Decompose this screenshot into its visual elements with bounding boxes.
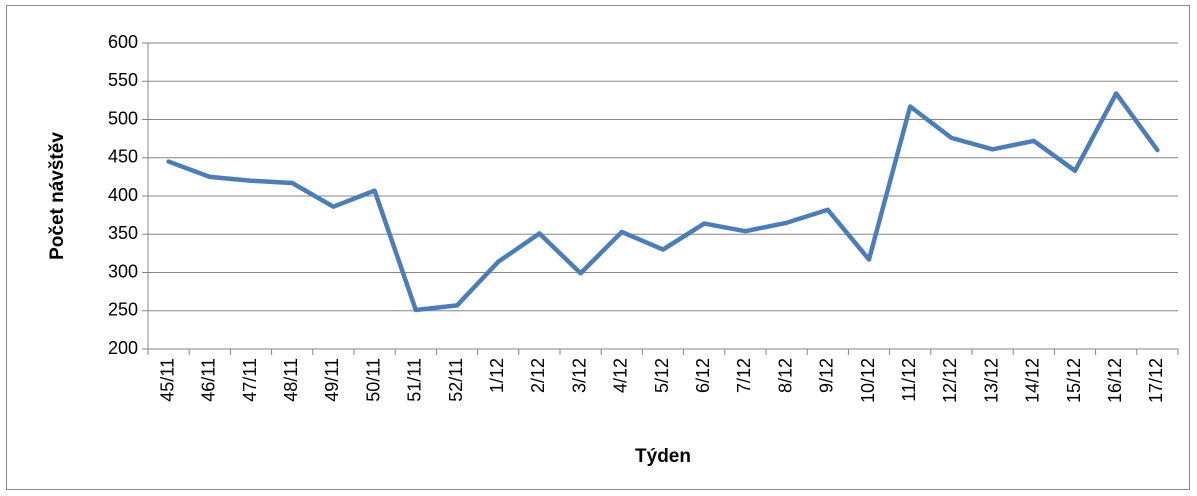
x-tick-label: 10/12 xyxy=(858,358,878,403)
y-tick-label: 450 xyxy=(108,147,138,167)
x-tick-label: 6/12 xyxy=(693,358,713,393)
x-tick-label: 3/12 xyxy=(569,358,589,393)
x-tick-label: 2/12 xyxy=(528,358,548,393)
x-tick-label: 11/12 xyxy=(899,358,919,402)
y-tick-label: 200 xyxy=(108,338,138,358)
x-tick-label: 51/11 xyxy=(405,358,425,402)
x-tick-label: 16/12 xyxy=(1105,358,1125,403)
x-tick-label: 5/12 xyxy=(652,358,672,393)
x-tick-label: 48/11 xyxy=(281,358,301,402)
x-tick-label: 15/12 xyxy=(1064,358,1084,403)
x-tick-label: 46/11 xyxy=(199,358,219,402)
data-line xyxy=(166,91,1160,313)
x-tick-label: 49/11 xyxy=(322,358,342,402)
x-tick-label: 52/11 xyxy=(446,358,466,402)
x-tick-label: 12/12 xyxy=(940,358,960,403)
x-tick-label: 7/12 xyxy=(734,358,754,393)
y-tick-label: 350 xyxy=(108,223,138,243)
x-tick-label: 8/12 xyxy=(775,358,795,393)
y-tick-label: 550 xyxy=(108,70,138,90)
y-tick-label: 250 xyxy=(108,300,138,320)
y-axis-title: Počet návštěv xyxy=(47,132,68,260)
y-tick-label: 300 xyxy=(108,261,138,281)
x-axis-title: Týden xyxy=(635,446,691,467)
y-tick-label: 400 xyxy=(108,185,138,205)
x-tick-label: 9/12 xyxy=(817,358,837,393)
x-tick-label: 50/11 xyxy=(363,358,383,402)
x-tick-label: 4/12 xyxy=(611,358,631,393)
x-tick-label: 17/12 xyxy=(1146,358,1166,403)
x-tick-label: 14/12 xyxy=(1023,358,1043,403)
x-tick-label: 47/11 xyxy=(240,358,260,402)
x-tick-label: 13/12 xyxy=(981,358,1001,403)
chart-border xyxy=(6,5,1190,490)
x-tick-label: 45/11 xyxy=(157,358,177,402)
x-tick-label: 1/12 xyxy=(487,358,507,393)
y-tick-label: 600 xyxy=(108,32,138,52)
y-tick-label: 500 xyxy=(108,108,138,128)
